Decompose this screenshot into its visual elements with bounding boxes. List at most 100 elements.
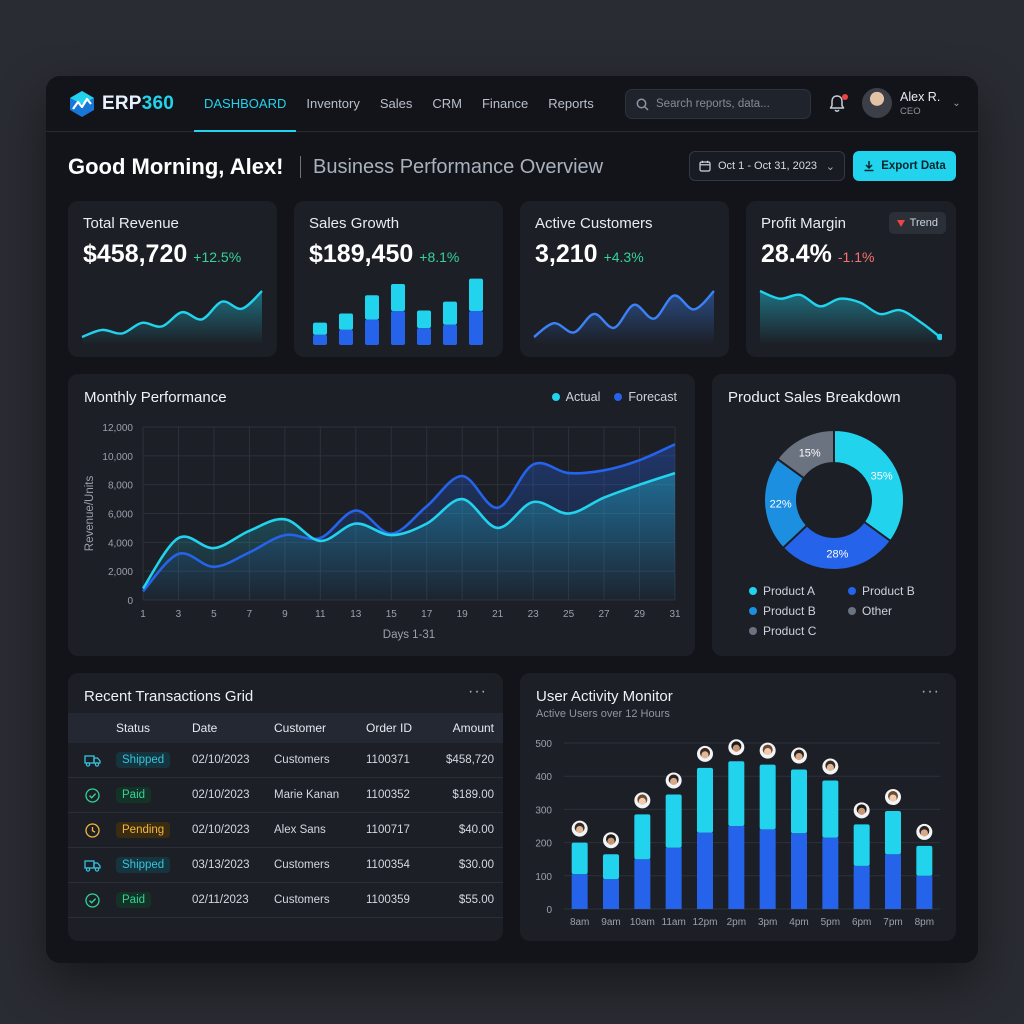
series-line-forecast [142, 443, 676, 593]
date-range-picker[interactable]: Oct 1 - Oct 31, 2023 ⌄ [689, 151, 845, 181]
y-tick-label: 0 [127, 596, 133, 607]
mini-bar-cyan [443, 301, 457, 325]
avatar [862, 88, 892, 118]
nav-crm[interactable]: CRM [432, 96, 462, 111]
activity-bar-blue [759, 829, 776, 909]
kpi-label: Sales Growth [309, 215, 400, 232]
order-id-cell: 1100717 [366, 824, 410, 836]
nav-dashboard[interactable]: DASHBOARD [194, 76, 297, 132]
order-id-cell: 1100371 [366, 754, 410, 766]
table-row[interactable]: Paid 02/11/2023 Customers 1100359 $55.00 [68, 883, 503, 918]
search-input[interactable] [656, 98, 796, 110]
trend-button[interactable]: Trend [888, 212, 946, 234]
user-menu[interactable]: Alex R. CEO ⌄ [862, 88, 961, 118]
customer-cell: Customers [274, 859, 330, 871]
column-header[interactable]: Date [192, 721, 218, 735]
export-data-button[interactable]: Export Data [853, 151, 956, 181]
date-cell: 02/10/2023 [192, 789, 250, 801]
user-avatar-face [889, 794, 897, 802]
legend-item-forecast[interactable]: Forecast [614, 390, 677, 404]
y-tick-label: 500 [535, 739, 552, 750]
user-activity-panel: User Activity Monitor Active Users over … [520, 673, 956, 941]
notification-button[interactable] [828, 94, 848, 114]
product-sales-panel: Product Sales Breakdown 35% 28% 22% 15% Pro… [712, 374, 956, 656]
kpi-delta: +8.1% [419, 249, 460, 265]
table-row[interactable]: Paid 02/10/2023 Marie Kanan 1100352 $189.00 [68, 778, 503, 813]
x-tick-label: 31 [669, 609, 681, 620]
y-tick-label: 8,000 [108, 481, 133, 492]
column-header[interactable]: Amount [452, 721, 494, 735]
kpi-value: $189,450 +8.1% [309, 240, 460, 268]
kpi-label: Profit Margin [761, 215, 847, 232]
activity-bar-blue [571, 874, 588, 909]
donut-slice-label: 15% [799, 447, 821, 459]
x-tick-label: 13 [350, 609, 362, 620]
user-avatar-face [732, 744, 740, 752]
donut-slice [833, 428, 905, 543]
panel-title: Monthly Performance [84, 389, 227, 406]
bell-icon [829, 95, 845, 112]
sparkline-line [759, 289, 941, 338]
kpi-delta: -1.1% [837, 249, 875, 265]
x-tick-label: 29 [634, 609, 646, 620]
legend-item-actual[interactable]: Actual [551, 390, 600, 404]
x-tick-label: 17 [421, 609, 433, 620]
main-nav: DASHBOARD Inventory Sales CRM Finance Re… [194, 76, 604, 132]
column-header[interactable]: Status [116, 721, 151, 735]
nav-reports[interactable]: Reports [548, 96, 594, 111]
x-tick-label: 21 [492, 609, 504, 620]
mini-bar-cyan [391, 284, 405, 311]
customer-cell: Alex Sans [274, 824, 326, 836]
table-row[interactable]: Pending 02/10/2023 Alex Sans 1100717 $40.00 [68, 813, 503, 848]
search-box[interactable] [625, 89, 811, 119]
chart-legend: Actual Forecast [551, 390, 677, 404]
kpi-card-profit-margin[interactable]: Profit Margin Trend 28.4% -1.1% [746, 201, 956, 357]
x-tick-label: 7 [247, 609, 253, 620]
legend-item[interactable]: Product C [749, 624, 816, 638]
user-name: Alex R. [900, 89, 941, 104]
activity-bar-blue [728, 826, 745, 909]
column-header[interactable]: Customer [274, 721, 327, 735]
column-header[interactable]: Order ID [366, 721, 413, 735]
x-axis-label: Days 1-31 [383, 629, 435, 641]
chevron-down-icon: ⌄ [952, 97, 961, 109]
x-tick-label: 11am [662, 917, 686, 928]
nav-inventory[interactable]: Inventory [306, 96, 360, 111]
activity-bar-blue [885, 854, 901, 909]
x-tick-label: 11 [315, 609, 326, 620]
status-badge: Shipped [116, 857, 171, 873]
table-row[interactable]: Shipped 03/13/2023 Customers 1100354 $30.00 [68, 848, 503, 883]
kpi-card-sales-growth[interactable]: Sales Growth $189,450 +8.1% [294, 201, 503, 357]
kpi-label: Total Revenue [83, 215, 179, 232]
kpi-card-total-revenue[interactable]: Total Revenue $458,720 +12.5% [68, 201, 277, 357]
y-tick-label: 400 [535, 772, 552, 783]
activity-bar-cyan [603, 854, 619, 880]
table-body: Shipped 02/10/2023 Customers 1100371 $458,72… [68, 743, 503, 918]
legend-item[interactable]: Product A [749, 584, 815, 598]
table-row[interactable]: Shipped 02/10/2023 Customers 1100371 $458,72… [68, 743, 503, 778]
mini-bar-blue [417, 328, 431, 345]
more-options-button[interactable]: ··· [468, 683, 487, 700]
more-options-button[interactable]: ··· [921, 683, 940, 700]
sparkline-line [81, 290, 263, 339]
legend-item[interactable]: Product B [848, 584, 915, 598]
donut-slice-label: 35% [871, 471, 893, 483]
nav-finance[interactable]: Finance [481, 96, 529, 111]
panel-title: Product Sales Breakdown [728, 389, 901, 406]
x-tick-label: 27 [599, 609, 611, 620]
nav-sales[interactable]: Sales [379, 96, 413, 111]
chevron-down-icon: ⌄ [825, 160, 835, 173]
legend-item[interactable]: Other [848, 604, 892, 618]
activity-bar-cyan [728, 761, 745, 826]
kpi-card-active-customers[interactable]: Active Customers 3,210 +4.3% [520, 201, 729, 357]
logo[interactable]: ERP360 [68, 90, 174, 118]
export-label: Export Data [881, 160, 946, 172]
x-tick-label: 7pm [883, 917, 902, 928]
activity-bar-blue [791, 833, 807, 909]
x-tick-label: 1 [140, 609, 146, 620]
app-window: ERP360 DASHBOARD Inventory Sales CRM Fin… [46, 76, 978, 963]
sparkline-endpoint [936, 333, 942, 341]
mini-bar-cyan [365, 295, 379, 320]
legend-item[interactable]: Product B [749, 604, 816, 618]
